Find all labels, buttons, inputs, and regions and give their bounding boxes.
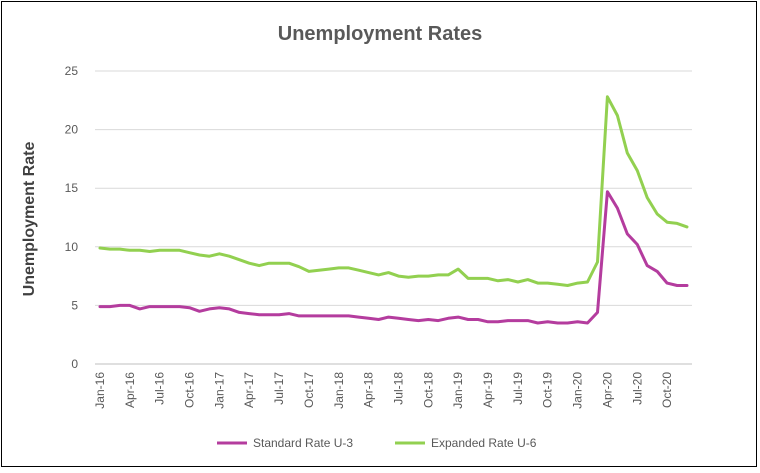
x-tick-label: Jul-17	[272, 372, 286, 405]
x-tick-label: Jul-16	[153, 372, 167, 405]
x-tick-label: Jan-20	[571, 372, 585, 409]
legend: Standard Rate U-3 Expanded Rate U-6	[217, 436, 537, 450]
y-tick-label: 15	[65, 181, 79, 195]
y-tick-label: 0	[71, 357, 78, 371]
x-tick-label: Jan-19	[451, 372, 465, 409]
x-tick-label: Apr-18	[362, 372, 376, 408]
legend-label: Expanded Rate U-6	[431, 436, 537, 450]
x-tick-label: Jul-19	[511, 372, 525, 405]
gridlines	[95, 70, 692, 365]
x-tick-label: Apr-16	[123, 372, 137, 408]
x-tick-label: Apr-20	[600, 372, 614, 408]
x-tick-label: Oct-16	[183, 372, 197, 408]
x-tick-label: Jul-18	[391, 372, 405, 405]
x-tick-label: Jan-18	[332, 372, 346, 409]
x-tick-label: Oct-18	[421, 372, 435, 408]
x-tick-label: Apr-17	[242, 372, 256, 408]
x-tick-label: Jan-17	[212, 372, 226, 409]
x-tick-label: Apr-19	[481, 372, 495, 408]
series-lines	[98, 95, 689, 325]
y-tick-label: 10	[65, 240, 79, 254]
series-line-u3	[98, 190, 689, 325]
x-tick-label: Oct-20	[660, 372, 674, 408]
x-tick-label: Oct-17	[302, 372, 316, 408]
y-tick-label: 25	[65, 64, 79, 78]
x-tick-labels: Jan-16 Apr-16 Jul-16 Oct-16 Jan-17 Apr-17 Jul-…	[93, 372, 674, 409]
x-tick-label: Jan-16	[93, 372, 107, 409]
chart-title: Unemployment Rates	[278, 23, 483, 45]
y-tick-labels: 0 5 10 15 20 25	[65, 64, 79, 371]
series-line-u6	[98, 95, 689, 287]
x-tick-label: Jul-20	[630, 372, 644, 405]
legend-label: Standard Rate U-3	[253, 436, 353, 450]
y-tick-label: 20	[65, 123, 79, 137]
y-tick-label: 5	[71, 298, 78, 312]
x-tick-label: Oct-19	[541, 372, 555, 408]
y-axis-label: Unemployment Rate	[21, 142, 38, 297]
